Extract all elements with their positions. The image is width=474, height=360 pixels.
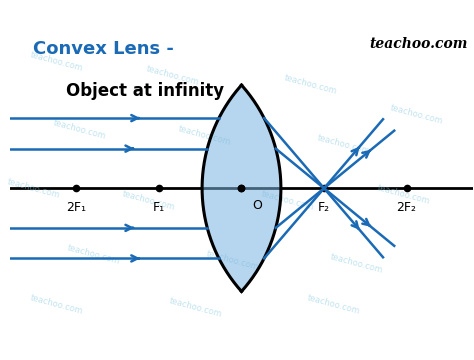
Text: 2F₂: 2F₂	[397, 202, 417, 215]
Text: teachoo.com: teachoo.com	[390, 103, 445, 126]
Text: teachoo.com: teachoo.com	[307, 293, 361, 316]
Text: teachoo.com: teachoo.com	[145, 65, 200, 87]
Text: F₂: F₂	[318, 202, 330, 215]
Text: O: O	[252, 199, 262, 212]
Text: teachoo.com: teachoo.com	[66, 243, 121, 266]
Text: teachoo.com: teachoo.com	[177, 124, 232, 147]
Text: teachoo.com: teachoo.com	[260, 189, 315, 212]
Text: F₁: F₁	[153, 202, 165, 215]
Text: teachoo.com: teachoo.com	[122, 189, 176, 212]
Text: teachoo.com: teachoo.com	[316, 133, 371, 156]
Text: teachoo.com: teachoo.com	[376, 184, 431, 206]
Text: teachoo.com: teachoo.com	[370, 37, 468, 51]
Text: teachoo.com: teachoo.com	[29, 293, 84, 316]
Polygon shape	[202, 85, 281, 292]
Text: teachoo.com: teachoo.com	[330, 252, 384, 275]
Text: Convex Lens -: Convex Lens -	[34, 40, 174, 58]
Text: teachoo.com: teachoo.com	[6, 177, 61, 200]
Text: teachoo.com: teachoo.com	[168, 296, 223, 319]
Text: teachoo.com: teachoo.com	[283, 73, 338, 96]
Text: teachoo.com: teachoo.com	[205, 249, 260, 271]
Text: teachoo.com: teachoo.com	[52, 118, 107, 141]
Text: Object at infinity: Object at infinity	[66, 82, 224, 100]
Text: teachoo.com: teachoo.com	[29, 50, 84, 72]
Text: 2F₁: 2F₁	[66, 202, 86, 215]
